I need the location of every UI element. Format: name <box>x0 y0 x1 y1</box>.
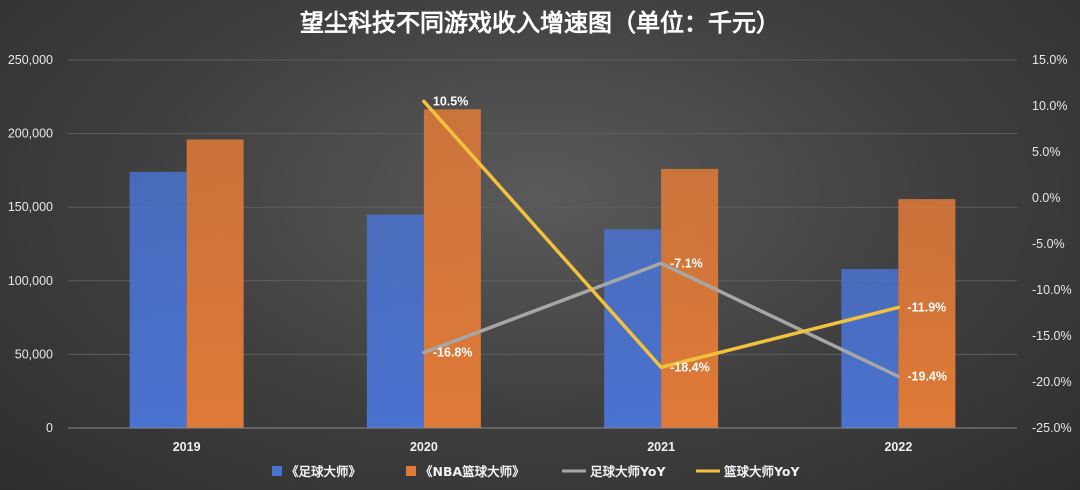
bar-nba <box>186 139 244 428</box>
legend-label: 《足球大师》 <box>286 464 361 479</box>
data-label: -19.4% <box>907 369 947 383</box>
x-tick-label: 2021 <box>647 440 675 454</box>
y2-tick-label: 10.0% <box>1032 99 1067 113</box>
y-tick-label: 0 <box>46 421 53 435</box>
legend-swatch <box>406 466 416 476</box>
y2-tick-label: 0.0% <box>1032 191 1061 205</box>
yoy-data-labels: -16.8% -7.1% -19.4% 10.5% -18.4% -11.9% <box>433 94 947 383</box>
bars <box>129 109 956 429</box>
y-axis-left: 0 50,000 100,000 150,000 200,000 250,000 <box>8 53 53 435</box>
y-tick-label: 100,000 <box>8 274 53 288</box>
bar-nba <box>898 199 956 428</box>
legend-swatch <box>272 466 282 476</box>
data-label: -16.8% <box>433 346 473 360</box>
line-basketball-yoy <box>422 99 901 370</box>
x-tick-label: 2022 <box>884 440 912 454</box>
y-axis-right: -25.0% -20.0% -15.0% -10.0% -5.0% 0.0% 5.0% 10.… <box>1032 53 1072 435</box>
x-tick-label: 2019 <box>173 440 201 454</box>
data-label: 10.5% <box>433 94 468 108</box>
y-tick-label: 50,000 <box>15 347 53 361</box>
y2-tick-label: 5.0% <box>1032 145 1061 159</box>
y2-tick-label: -5.0% <box>1032 237 1065 251</box>
y2-tick-label: -25.0% <box>1032 421 1072 435</box>
y-tick-label: 250,000 <box>8 53 53 67</box>
legend-label: 足球大师YoY <box>590 464 666 479</box>
y2-tick-label: 15.0% <box>1032 53 1067 67</box>
bar-nba <box>423 109 481 428</box>
bar-football <box>841 269 899 428</box>
bar-football <box>366 214 424 428</box>
y-tick-label: 150,000 <box>8 200 53 214</box>
bar-football <box>604 229 662 428</box>
chart-title: 望尘科技不同游戏收入增速图（单位：千元） <box>300 9 780 37</box>
line-football-yoy <box>422 261 901 379</box>
y2-tick-label: -20.0% <box>1032 375 1072 389</box>
y-tick-label: 200,000 <box>8 127 53 141</box>
y2-tick-label: -15.0% <box>1032 329 1072 343</box>
legend-label: 《NBA篮球大师》 <box>420 464 525 479</box>
legend-label: 篮球大师YoY <box>723 464 800 479</box>
bar-football <box>129 171 187 428</box>
data-label: -18.4% <box>670 360 710 374</box>
bar-nba <box>661 168 719 429</box>
data-label: -11.9% <box>907 300 946 314</box>
yoy-lines <box>422 99 901 379</box>
x-axis: 2019 2020 2021 2022 <box>173 440 913 454</box>
x-tick-label: 2020 <box>410 440 438 454</box>
y2-tick-label: -10.0% <box>1032 283 1072 297</box>
legend: 《足球大师》 《NBA篮球大师》 足球大师YoY 篮球大师YoY <box>272 464 800 479</box>
data-label: -7.1% <box>670 256 703 270</box>
